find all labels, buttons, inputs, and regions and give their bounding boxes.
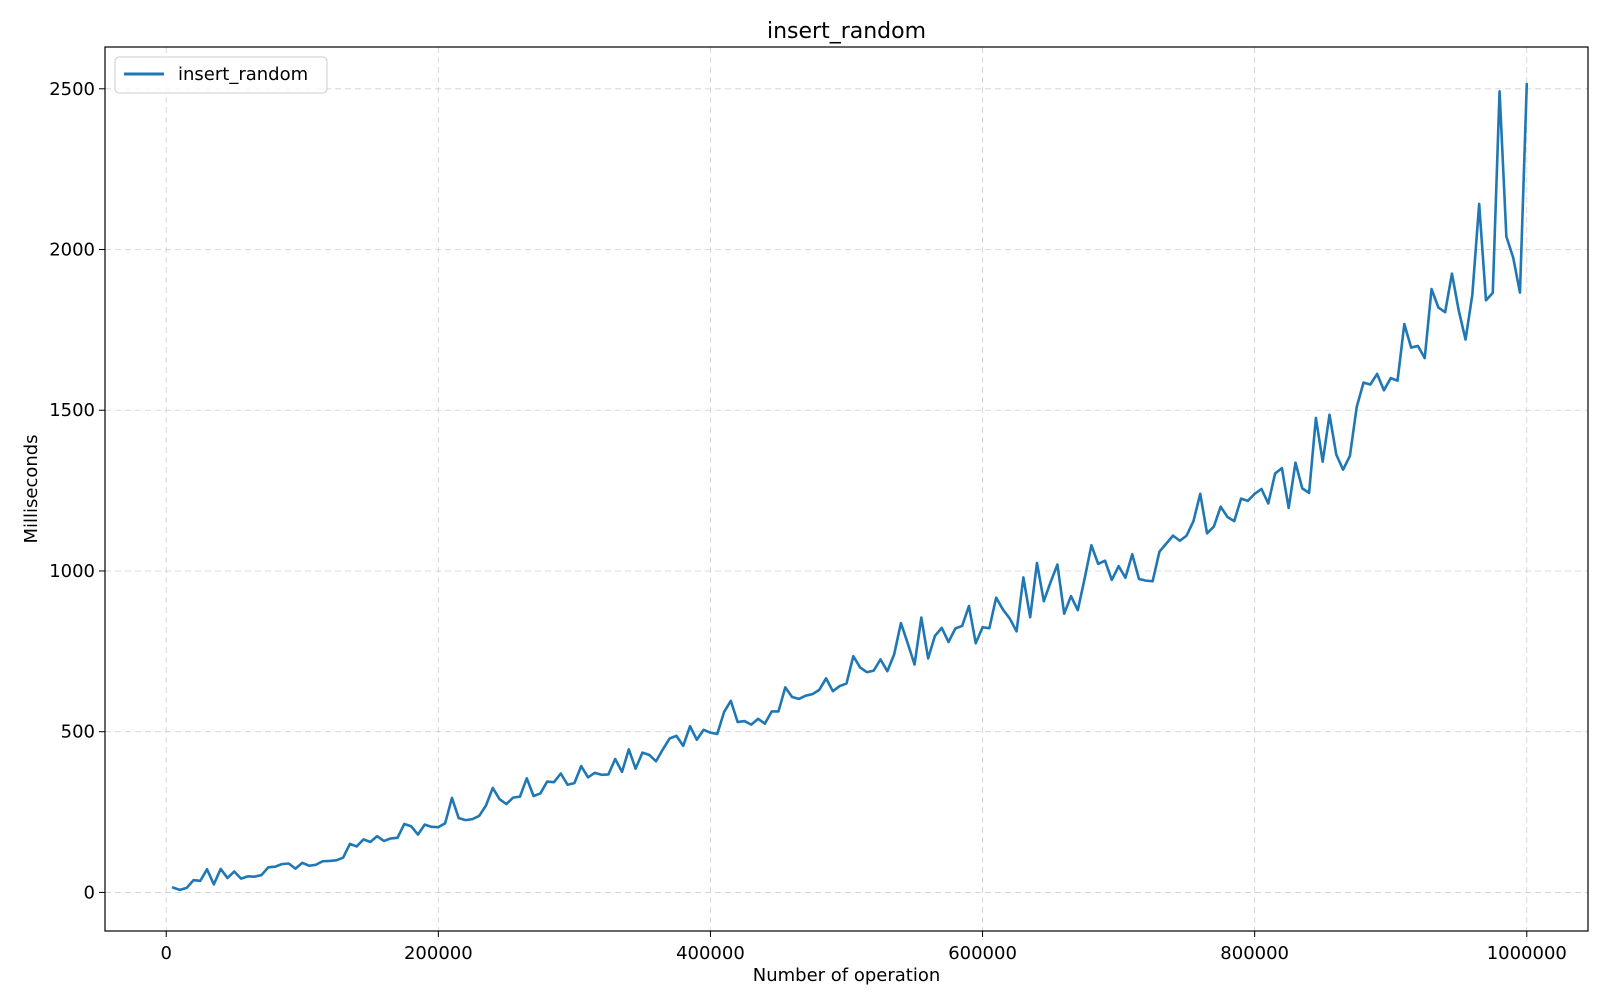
ticks: 0 200000 400000 600000 800000 1000000 0 500 1000…	[49, 79, 1567, 964]
series-line	[171, 82, 1529, 892]
y-tick-label: 0	[84, 882, 95, 903]
x-tick-label: 600000	[948, 943, 1017, 964]
chart-title: insert_random	[767, 19, 926, 44]
y-axis-label: Milliseconds	[21, 434, 42, 543]
legend-label: insert_random	[178, 64, 308, 85]
x-tick-label: 400000	[676, 943, 745, 964]
y-tick-label: 2000	[49, 240, 95, 261]
grid	[105, 47, 1588, 931]
legend-box	[114, 56, 328, 94]
y-tick-label: 500	[61, 722, 95, 743]
x-tick-label: 800000	[1220, 943, 1289, 964]
legend: insert_random	[114, 56, 328, 94]
x-tick-label: 1000000	[1487, 943, 1567, 964]
y-tick-label: 1500	[49, 400, 95, 421]
x-tick-label: 200000	[404, 943, 473, 964]
plot-frame	[104, 46, 1589, 932]
series-layer	[171, 82, 1529, 892]
y-tick-label: 1000	[49, 561, 95, 582]
x-tick-label: 0	[160, 943, 171, 964]
x-axis-label: Number of operation	[753, 965, 941, 986]
y-tick-label: 2500	[49, 79, 95, 100]
